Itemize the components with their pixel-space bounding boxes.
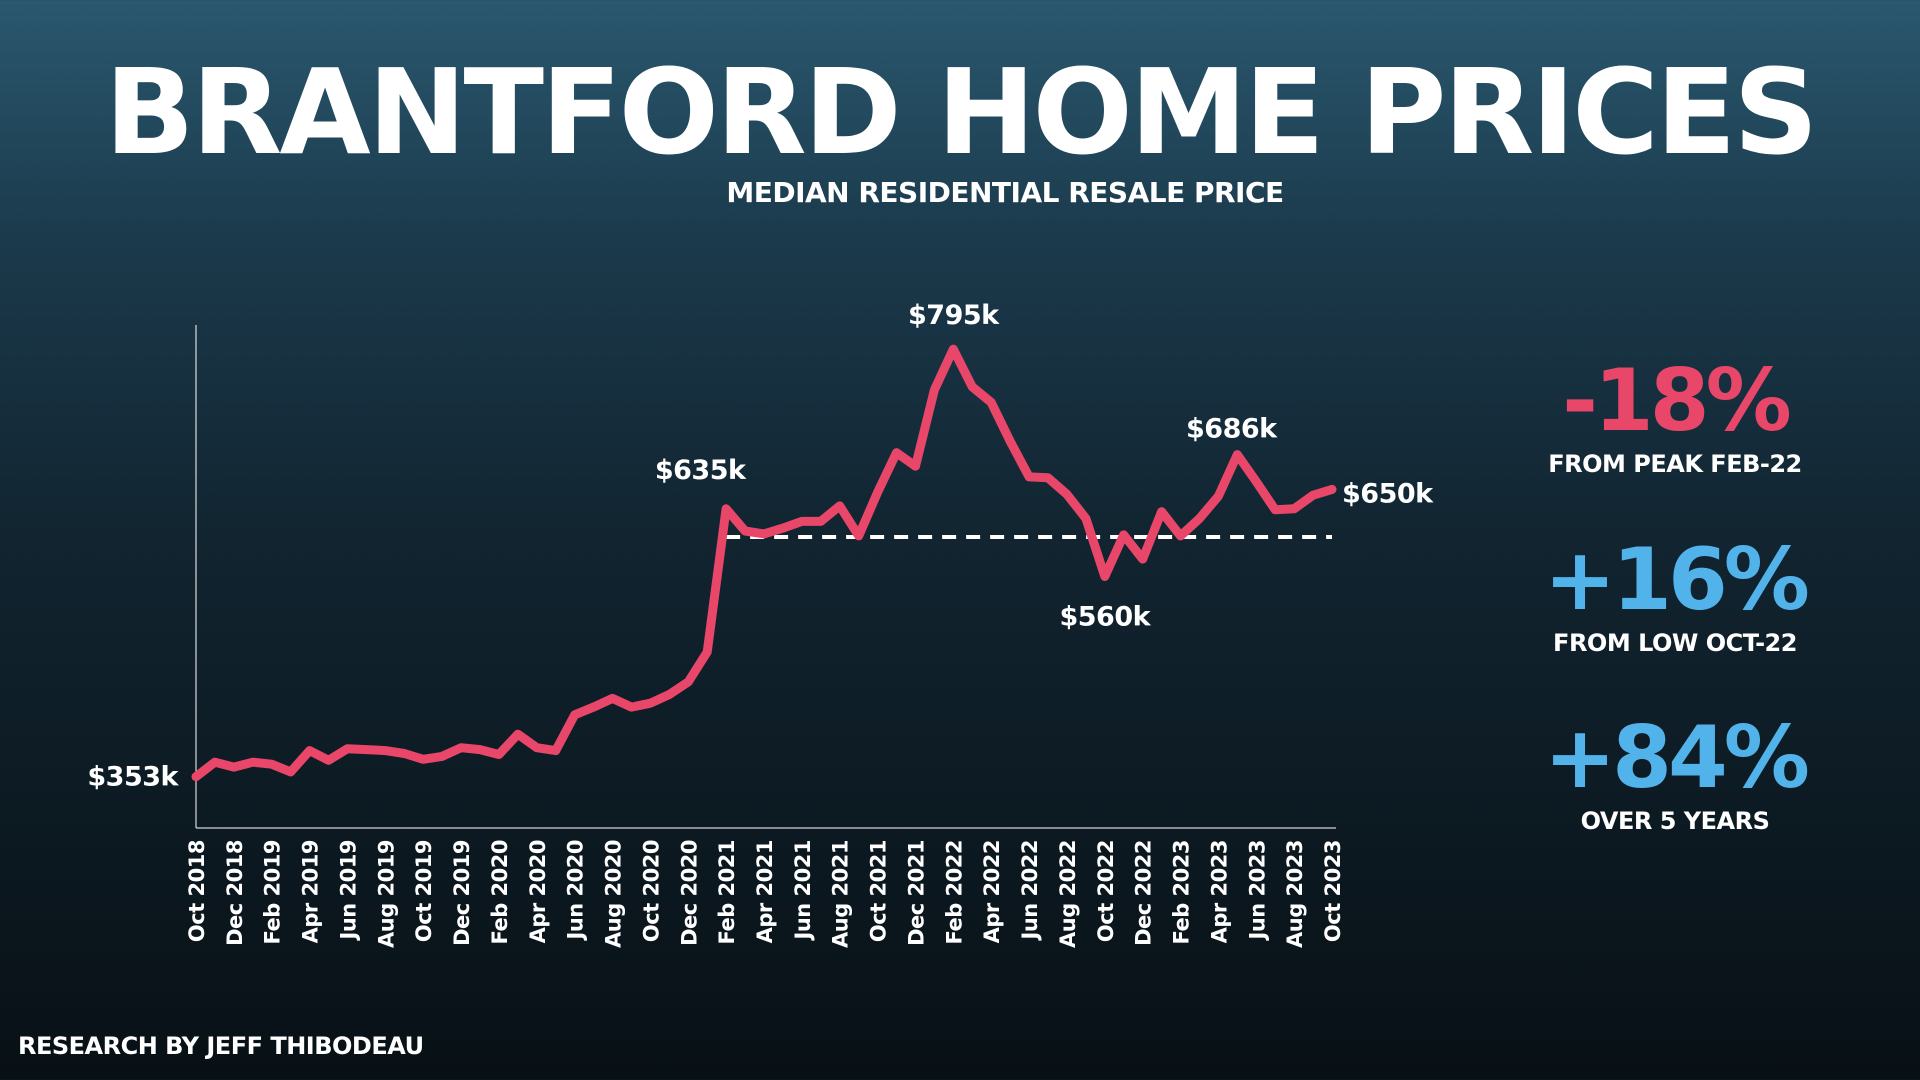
data-label: $795k xyxy=(908,300,1000,331)
data-label: $650k xyxy=(1342,478,1434,509)
x-tick-label: Jun 2019 xyxy=(336,840,360,941)
data-label: $635k xyxy=(655,455,747,486)
price-series-line xyxy=(191,344,1337,782)
x-tick-label: Jun 2021 xyxy=(791,840,815,941)
stat-from-peak: -18% FROM PEAK FEB-22 xyxy=(1500,358,1850,478)
x-tick-label: Oct 2022 xyxy=(1094,840,1118,942)
x-tick-label: Jun 2022 xyxy=(1018,840,1042,941)
x-tick-label: Feb 2022 xyxy=(942,840,966,945)
x-tick-label: Apr 2021 xyxy=(753,840,777,943)
stat-from-peak-value: -18% xyxy=(1562,351,1792,451)
x-tick-label: Dec 2020 xyxy=(677,840,701,946)
x-tick-label: Apr 2019 xyxy=(299,840,323,943)
x-tick-label: Dec 2019 xyxy=(450,840,474,946)
x-tick-label: Oct 2021 xyxy=(867,840,891,942)
x-tick-label: Oct 2019 xyxy=(412,840,436,942)
x-tick-label: Feb 2021 xyxy=(715,840,739,945)
x-tick-label: Apr 2023 xyxy=(1207,840,1231,943)
x-tick-label: Oct 2020 xyxy=(639,840,663,942)
x-tick-label: Dec 2021 xyxy=(904,840,928,946)
x-tick-label: Dec 2018 xyxy=(223,840,247,946)
x-tick-label: Jun 2020 xyxy=(564,840,588,941)
x-tick-label: Aug 2023 xyxy=(1283,840,1307,948)
x-tick-label: Aug 2019 xyxy=(374,840,398,948)
stat-five-year-caption: OVER 5 YEARS xyxy=(1580,807,1770,835)
stat-from-peak-caption: FROM PEAK FEB-22 xyxy=(1548,450,1802,478)
x-tick-label: Apr 2020 xyxy=(526,840,550,943)
x-tick-label: Apr 2022 xyxy=(980,840,1004,943)
x-tick-label: Aug 2021 xyxy=(829,840,853,948)
research-credit: RESEARCH BY JEFF THIBODEAU xyxy=(18,1032,424,1060)
page-title: BRANTFORD HOME PRICES xyxy=(104,43,1819,181)
x-tick-label: Jun 2023 xyxy=(1245,840,1269,941)
page-subtitle: MEDIAN RESIDENTIAL RESALE PRICE xyxy=(726,176,1284,209)
x-tick-label: Oct 2018 xyxy=(185,840,209,942)
x-tick-label: Dec 2022 xyxy=(1132,840,1156,946)
data-label: $353k xyxy=(87,762,179,793)
stat-from-low-value: +16% xyxy=(1544,530,1810,630)
data-label: $560k xyxy=(1059,602,1151,633)
data-label: $686k xyxy=(1186,414,1278,445)
stat-five-year-value: +84% xyxy=(1544,708,1810,808)
x-tick-label: Feb 2023 xyxy=(1170,840,1194,945)
stat-from-low: +16% FROM LOW OCT-22 xyxy=(1500,537,1850,657)
x-tick-label: Oct 2023 xyxy=(1321,840,1345,942)
x-tick-label: Feb 2020 xyxy=(488,840,512,945)
stat-five-year: +84% OVER 5 YEARS xyxy=(1500,715,1850,835)
x-tick-label: Aug 2020 xyxy=(602,840,626,948)
x-tick-label: Feb 2019 xyxy=(261,840,285,945)
x-tick-label: Aug 2022 xyxy=(1056,840,1080,948)
stat-from-low-caption: FROM LOW OCT-22 xyxy=(1553,629,1797,657)
